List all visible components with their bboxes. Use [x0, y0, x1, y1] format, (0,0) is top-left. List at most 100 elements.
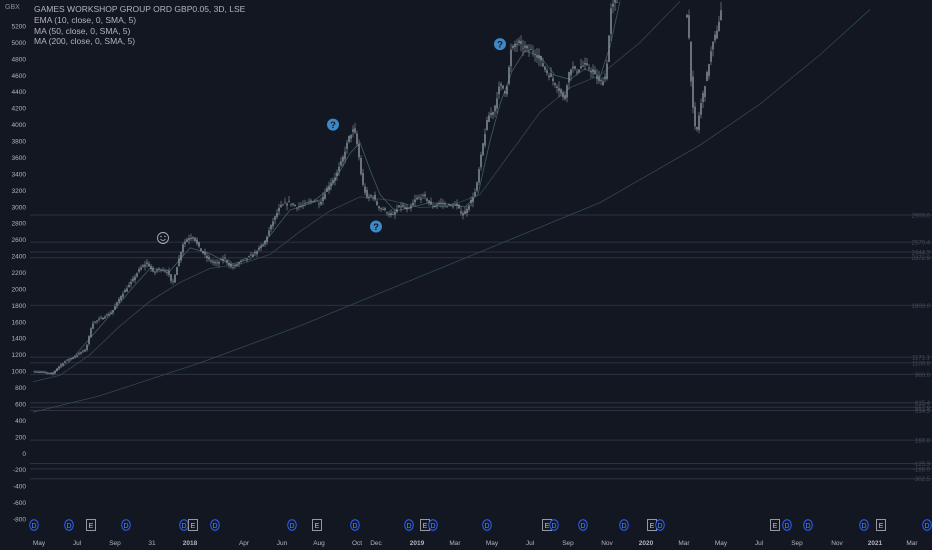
candle-body-47: [128, 284, 130, 288]
ma50-series: [32, 1, 681, 383]
candle-body-135: [304, 203, 306, 205]
candle-body-54: [142, 265, 144, 267]
candle-body-154: [342, 156, 344, 162]
dividend-marker[interactable]: D: [782, 519, 792, 531]
question-icon: ?: [494, 38, 506, 51]
y-tick-21: 1000: [12, 369, 27, 376]
candle-body-306: [714, 34, 716, 41]
dividend-marker[interactable]: D: [619, 519, 629, 531]
candle-body-25: [84, 349, 86, 352]
x-tick-22: 2021: [868, 540, 883, 547]
candle-body-187: [408, 208, 410, 209]
candle-body-248: [530, 49, 532, 51]
candle-body-97: [228, 263, 230, 266]
dividend-marker[interactable]: D: [859, 519, 869, 531]
earnings-marker[interactable]: E: [312, 519, 322, 531]
candle-body-94: [222, 258, 224, 261]
candle-body-43: [120, 295, 122, 300]
legend-ema10[interactable]: EMA (10, close, 0, SMA, 5): [34, 14, 137, 25]
earnings-marker[interactable]: E: [770, 519, 780, 531]
ema10-series: [32, 1, 621, 374]
candle-body-0: [34, 371, 36, 373]
svg-text:D: D: [551, 523, 556, 530]
dividend-marker[interactable]: D: [549, 519, 559, 531]
dividend-marker[interactable]: D: [350, 519, 360, 531]
candle-body-156: [346, 142, 348, 149]
candle-body-293: [688, 15, 690, 38]
candle-body-191: [416, 197, 418, 200]
level-label-12: -125.3: [913, 462, 931, 468]
candle-body-58: [150, 265, 152, 270]
candle-body-2: [38, 371, 40, 373]
x-tick-3: 31: [148, 540, 156, 547]
dividend-marker[interactable]: D: [404, 519, 414, 531]
svg-text:D: D: [406, 523, 411, 530]
candle-body-269: [572, 66, 574, 69]
earnings-marker[interactable]: E: [647, 519, 657, 531]
dividend-marker[interactable]: D: [482, 519, 492, 531]
smiley-icon: [157, 232, 169, 244]
candle-body-117: [268, 230, 270, 236]
candle-body-133: [300, 205, 302, 207]
candle-body-60: [154, 271, 156, 273]
dividend-marker[interactable]: D: [179, 519, 189, 531]
svg-text:D: D: [621, 523, 626, 530]
candle-body-155: [344, 151, 346, 160]
earnings-marker[interactable]: E: [420, 519, 430, 531]
candle-body-221: [476, 182, 478, 191]
candle-body-255: [544, 66, 546, 70]
candle-body-268: [570, 69, 572, 76]
candle-body-217: [468, 205, 470, 210]
candle-body-53: [140, 267, 142, 270]
legend-ma50[interactable]: MA (50, close, 0, SMA, 5): [34, 25, 131, 36]
candle-body-9: [52, 373, 54, 375]
candle-body-101: [236, 264, 238, 267]
candle-body-238: [510, 49, 512, 67]
x-tick-10: 2019: [410, 540, 425, 547]
earnings-marker[interactable]: E: [188, 519, 198, 531]
candle-body-116: [266, 236, 268, 243]
dividend-marker[interactable]: D: [655, 519, 665, 531]
x-tick-20: Sep: [791, 540, 803, 547]
candle-body-208: [450, 205, 452, 206]
dividend-marker[interactable]: D: [578, 519, 588, 531]
candle-body-137: [308, 201, 310, 203]
candle-body-185: [404, 207, 406, 209]
candle-body-65: [164, 270, 166, 272]
svg-text:E: E: [650, 523, 655, 530]
candle-body-184: [402, 204, 404, 207]
dividend-marker[interactable]: D: [121, 519, 131, 531]
candle-body-226: [486, 120, 488, 130]
earnings-marker[interactable]: E: [876, 519, 886, 531]
dividend-marker[interactable]: D: [29, 519, 39, 531]
candle-body-99: [232, 267, 234, 269]
candle-body-5: [44, 371, 46, 373]
candle-body-7: [48, 372, 50, 374]
candle-body-82: [198, 242, 200, 247]
candle-body-305: [712, 41, 714, 50]
candle-body-297: [696, 127, 698, 130]
x-tick-23: Mar: [906, 540, 918, 547]
dividend-marker[interactable]: D: [428, 519, 438, 531]
candle-body-199: [432, 206, 434, 208]
candle-body-233: [500, 83, 502, 86]
dividend-marker[interactable]: D: [64, 519, 74, 531]
legend-ma200[interactable]: MA (200, close, 0, SMA, 5): [34, 36, 136, 47]
y-tick-5: 4200: [12, 106, 27, 113]
dividend-marker[interactable]: D: [210, 519, 220, 531]
candle-body-192: [418, 197, 420, 199]
candle-body-41: [116, 302, 118, 306]
dividend-marker[interactable]: D: [922, 519, 932, 531]
candle-body-51: [136, 273, 138, 277]
candle-body-114: [262, 244, 264, 247]
candle-body-142: [318, 203, 320, 205]
candle-body-126: [286, 203, 288, 206]
candle-body-48: [130, 281, 132, 285]
candle-body-259: [552, 78, 554, 82]
dividend-marker[interactable]: D: [803, 519, 813, 531]
dividend-marker[interactable]: D: [287, 519, 297, 531]
x-tick-13: Jul: [526, 540, 535, 547]
earnings-marker[interactable]: E: [86, 519, 96, 531]
candle-body-28: [90, 328, 92, 338]
